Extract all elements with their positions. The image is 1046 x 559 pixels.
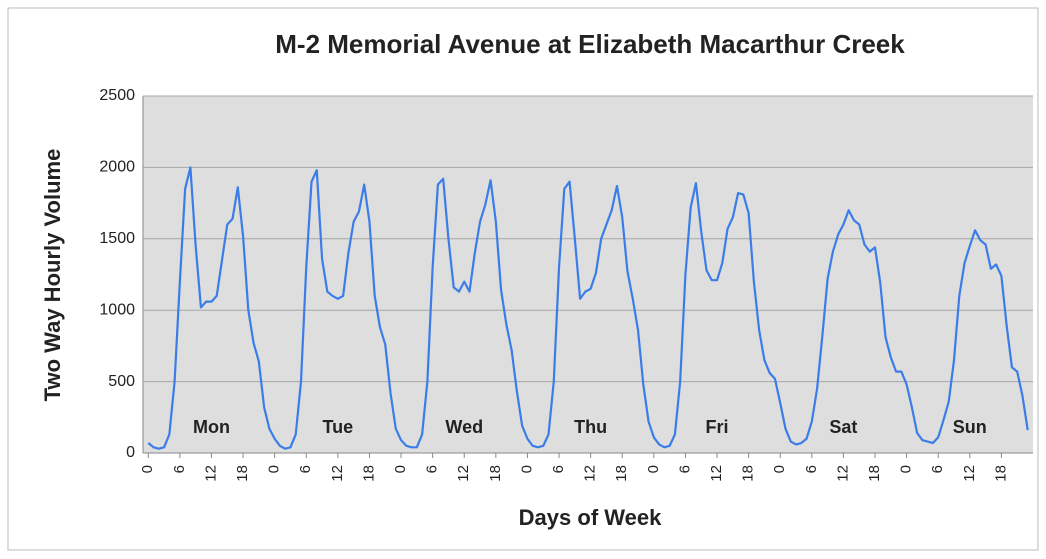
- x-tick-label: 18: [740, 465, 757, 482]
- x-axis-label: Days of Week: [519, 505, 662, 530]
- x-tick-label: 6: [929, 465, 946, 473]
- y-tick-label: 1000: [99, 301, 135, 318]
- x-tick-label: 18: [487, 465, 504, 482]
- x-tick-label: 0: [898, 465, 915, 473]
- y-tick-label: 2500: [99, 87, 135, 104]
- x-tick-label: 0: [266, 465, 283, 473]
- x-tick-label: 12: [455, 465, 472, 482]
- x-tick-label: 18: [866, 465, 883, 482]
- day-label: Mon: [193, 417, 230, 437]
- chart-title: M-2 Memorial Avenue at Elizabeth Macarth…: [275, 29, 905, 59]
- x-tick-label: 6: [297, 465, 314, 473]
- y-tick-label: 0: [126, 444, 135, 461]
- x-tick-label: 0: [771, 465, 788, 473]
- x-tick-label: 0: [645, 465, 662, 473]
- x-tick-label: 6: [424, 465, 441, 473]
- plot-area: [143, 96, 1033, 453]
- data-line: [147, 166, 1029, 450]
- x-tick-label: 6: [550, 465, 567, 473]
- x-tick-label: 18: [992, 465, 1009, 482]
- x-tick-label: 12: [329, 465, 346, 482]
- x-tick-label: 12: [961, 465, 978, 482]
- x-tick-label: 18: [234, 465, 251, 482]
- day-label: Wed: [445, 417, 483, 437]
- day-label: Thu: [574, 417, 607, 437]
- y-tick-label: 500: [108, 373, 135, 390]
- y-axis-label: Two Way Hourly Volume: [40, 149, 65, 402]
- x-tick-label: 12: [582, 465, 599, 482]
- x-tick-label: 12: [202, 465, 219, 482]
- x-tick-label: 0: [518, 465, 535, 473]
- x-tick-label: 6: [803, 465, 820, 473]
- day-label: Tue: [323, 417, 354, 437]
- x-tick-label: 12: [834, 465, 851, 482]
- x-tick-label: 6: [676, 465, 693, 473]
- y-tick-label: 1500: [99, 230, 135, 247]
- x-tick-label: 0: [392, 465, 409, 473]
- day-label: Sun: [953, 417, 987, 437]
- x-tick-label: 12: [708, 465, 725, 482]
- day-label: Sat: [829, 417, 857, 437]
- x-tick-label: 0: [139, 465, 156, 473]
- x-tick-label: 6: [171, 465, 188, 473]
- day-label: Fri: [706, 417, 729, 437]
- x-tick-label: 18: [360, 465, 377, 482]
- y-tick-label: 2000: [99, 159, 135, 176]
- x-tick-label: 18: [613, 465, 630, 482]
